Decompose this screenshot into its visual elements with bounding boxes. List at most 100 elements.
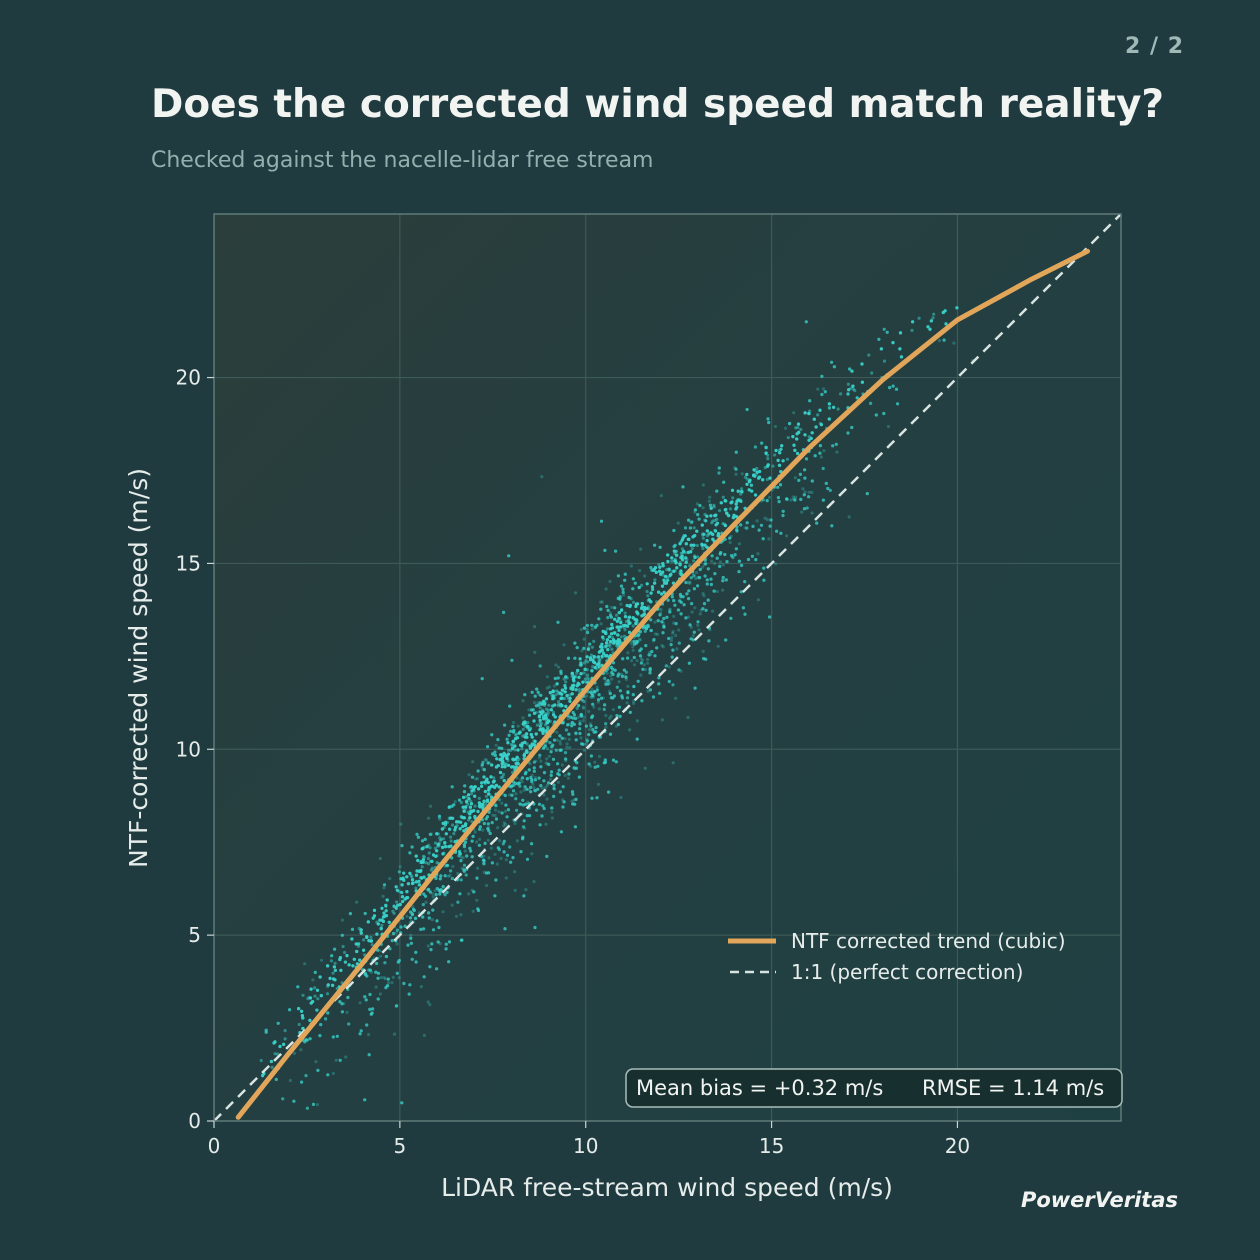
- scatter-point: [629, 641, 634, 646]
- scatter-point: [567, 737, 571, 742]
- scatter-point: [536, 701, 540, 705]
- scatter-point: [591, 714, 595, 718]
- scatter-point: [589, 724, 593, 728]
- scatter-point: [660, 718, 665, 722]
- scatter-point: [350, 927, 355, 932]
- scatter-point: [480, 677, 484, 681]
- scatter-point: [561, 785, 565, 789]
- scatter-point: [542, 806, 546, 811]
- scatter-point: [439, 874, 443, 878]
- scatter-point: [333, 961, 337, 965]
- scatter-point: [478, 825, 482, 829]
- scatter-point: [804, 457, 809, 461]
- scatter-point: [573, 802, 577, 806]
- scatter-point: [606, 682, 610, 686]
- scatter-point: [487, 761, 491, 765]
- scatter-point: [430, 942, 434, 946]
- scatter-point: [549, 750, 553, 754]
- scatter-point: [581, 705, 585, 709]
- scatter-point: [616, 596, 620, 601]
- scatter-point: [631, 577, 636, 581]
- scatter-point: [305, 1038, 309, 1042]
- scatter-point: [533, 789, 537, 793]
- scatter-point: [410, 913, 415, 917]
- scatter-point: [688, 564, 692, 568]
- scatter-point: [496, 826, 500, 830]
- scatter-point: [422, 892, 426, 896]
- scatter-point: [639, 647, 643, 651]
- scatter-point: [689, 576, 693, 580]
- scatter-point: [379, 976, 383, 980]
- scatter-point: [718, 560, 723, 564]
- scatter-point: [590, 623, 594, 627]
- scatter-point: [764, 445, 768, 449]
- scatter-point: [615, 685, 619, 689]
- scatter-point: [649, 566, 653, 570]
- scatter-point: [667, 679, 671, 684]
- scatter-point: [616, 722, 621, 727]
- scatter-point: [743, 612, 747, 616]
- scatter-point: [801, 487, 805, 491]
- scatter-point: [427, 887, 431, 892]
- scatter-point: [672, 621, 676, 625]
- scatter-point: [569, 715, 573, 719]
- scatter-point: [628, 710, 632, 715]
- scatter-point: [308, 1037, 312, 1041]
- scatter-point: [776, 496, 781, 500]
- scatter-point: [264, 1028, 268, 1032]
- scatter-point: [818, 444, 823, 448]
- scatter-point: [513, 870, 517, 874]
- scatter-point: [787, 422, 792, 426]
- scatter-point: [527, 713, 532, 717]
- scatter-point: [623, 578, 627, 582]
- scatter-point: [640, 699, 644, 703]
- scatter-point: [715, 589, 719, 594]
- scatter-point: [606, 616, 610, 620]
- scatter-point: [431, 908, 435, 912]
- scatter-point: [549, 770, 554, 774]
- scatter-point: [572, 722, 576, 727]
- scatter-point: [446, 874, 450, 878]
- scatter-point: [535, 723, 540, 727]
- scatter-point: [597, 617, 601, 621]
- scatter-point: [274, 1077, 278, 1081]
- scatter-point: [521, 727, 525, 732]
- scatter-point: [476, 769, 480, 773]
- scatter-point: [828, 488, 832, 492]
- scatter-point: [657, 682, 661, 686]
- scatter-point: [572, 766, 576, 770]
- scatter-point: [421, 854, 425, 858]
- scatter-point: [644, 644, 648, 648]
- scatter-point: [619, 795, 623, 800]
- scatter-point: [363, 972, 368, 976]
- scatter-point: [355, 900, 359, 904]
- scatter-point: [405, 914, 409, 918]
- scatter-point: [610, 647, 614, 651]
- scatter-point: [573, 591, 578, 595]
- scatter-point: [435, 887, 439, 891]
- scatter-point: [439, 888, 443, 892]
- scatter-point: [689, 637, 693, 641]
- scatter-point: [447, 960, 451, 964]
- scatter-point: [380, 923, 384, 927]
- scatter-point: [426, 816, 431, 820]
- scatter-point: [526, 800, 530, 804]
- scatter-point: [408, 916, 413, 920]
- scatter-point: [618, 597, 622, 601]
- scatter-point: [766, 457, 770, 461]
- scatter-point: [435, 967, 439, 971]
- scatter-point: [460, 938, 464, 942]
- scatter-point: [545, 854, 549, 859]
- scatter-point: [575, 646, 579, 650]
- scatter-point: [448, 873, 452, 878]
- scatter-point: [692, 526, 696, 530]
- scatter-point: [439, 874, 443, 878]
- scatter-point: [932, 312, 936, 316]
- scatter-point: [575, 706, 580, 711]
- scatter-point: [682, 603, 686, 607]
- scatter-point: [399, 822, 403, 826]
- scatter-point: [429, 948, 433, 952]
- scatter-point: [617, 705, 622, 709]
- scatter-point: [519, 850, 523, 854]
- scatter-point: [620, 674, 625, 679]
